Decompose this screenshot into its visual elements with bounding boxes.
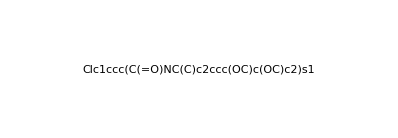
Text: Clc1ccc(C(=O)NC(C)c2ccc(OC)c(OC)c2)s1: Clc1ccc(C(=O)NC(C)c2ccc(OC)c(OC)c2)s1 xyxy=(83,64,315,74)
